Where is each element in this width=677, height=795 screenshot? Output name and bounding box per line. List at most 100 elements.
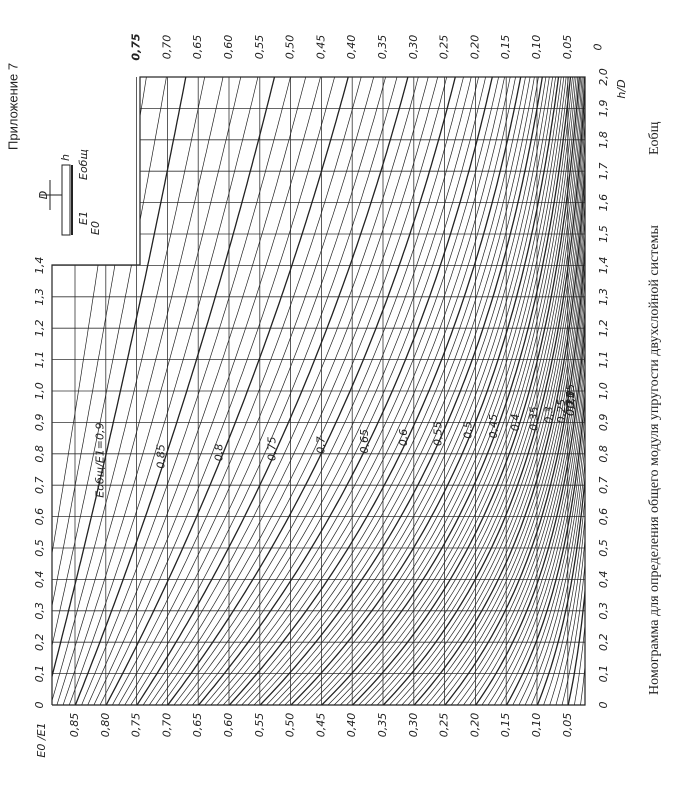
- nomogram-curve: [481, 77, 585, 705]
- caption-symbol: Eобщ: [647, 121, 662, 155]
- h-tick-label: 1,2: [597, 319, 610, 337]
- nomogram-curve: [74, 77, 276, 705]
- nomogram-curve: [370, 77, 584, 705]
- nomogram-curve: [186, 77, 479, 705]
- e-tick-label: 0,60: [222, 35, 235, 60]
- nomogram-curve: [216, 77, 511, 705]
- nomogram-curve: [62, 77, 242, 705]
- inset-eobsh: Eобщ: [77, 149, 90, 180]
- e-tick-label: 0,75: [130, 33, 143, 60]
- h-tick-label: 0,3: [33, 602, 46, 620]
- nomogram-curve: [259, 77, 543, 705]
- curve-label: Eобщ/E1=0,9: [94, 422, 107, 497]
- nomogram-curve: [161, 77, 448, 705]
- nomogram-curve: [444, 77, 585, 705]
- h-tick-label: 1,3: [33, 288, 46, 306]
- e-tick-label: 0,70: [160, 35, 173, 60]
- nomogram-curve: [401, 77, 585, 705]
- nomogram-curve: [438, 77, 585, 705]
- e-tick-label: 0,25: [438, 35, 451, 60]
- nomogram-curve: [494, 77, 585, 705]
- e-tick-label: 0,05: [561, 35, 574, 60]
- e-tick-label: 0,80: [99, 713, 112, 738]
- nomogram-curve: [413, 77, 585, 705]
- nomogram-curve: [241, 77, 531, 705]
- nomogram-curve: [52, 77, 167, 705]
- nomogram-curve: [555, 77, 585, 705]
- h-tick-label: 0,8: [33, 445, 46, 463]
- nomogram-curve: [124, 77, 386, 705]
- nomogram-curve: [487, 77, 585, 705]
- h-tick-label: 1,8: [597, 131, 610, 149]
- e-tick-label: 0,05: [561, 713, 574, 738]
- e-tick-label: 0,35: [376, 35, 389, 60]
- nomogram-curve: [303, 77, 565, 705]
- nomogram-curve: [549, 77, 585, 705]
- h-tick-label: 0,1: [597, 665, 610, 683]
- e-tick-label: 0,10: [530, 35, 543, 60]
- nomogram-curve: [327, 77, 573, 705]
- nomogram-curve: [167, 77, 456, 705]
- e-tick-label: 0,15: [499, 713, 512, 738]
- nomogram-curve: [266, 77, 547, 705]
- nomogram-curve: [68, 77, 259, 705]
- nomogram-curve: [136, 77, 409, 705]
- curve-label: 0,25: [555, 399, 568, 424]
- e-tick-label: 0,55: [253, 35, 266, 60]
- nomogram-curve: [52, 77, 187, 705]
- h-tick-label: 0,4: [597, 571, 610, 589]
- inset-layer: [61, 164, 71, 236]
- curve-label: 0,8: [212, 444, 225, 462]
- nomogram-curve: [340, 77, 577, 705]
- h-tick-label: 1,4: [597, 257, 610, 275]
- e-tick-label: 0,65: [191, 713, 204, 738]
- nomogram-curve: [395, 77, 585, 705]
- nomogram-curve: [315, 77, 569, 705]
- e-tick-label: 0,60: [222, 713, 235, 738]
- curve-label: 0,4: [509, 414, 522, 432]
- h-tick-label: 0,5: [597, 539, 610, 557]
- e-tick-label: 0,55: [253, 713, 266, 738]
- e-tick-label: 0,15: [499, 35, 512, 60]
- nomogram-curve: [142, 77, 419, 705]
- nomogram-curve: [105, 77, 349, 705]
- curve-label: 0,55: [431, 421, 444, 446]
- h-tick-label: 0,9: [597, 414, 610, 432]
- nomogram-curve: [333, 77, 575, 705]
- nomogram-curve: [192, 77, 486, 705]
- appendix-label: Приложение 7: [5, 63, 20, 150]
- curve-label: 0,1: [564, 391, 577, 409]
- e-tick-label: 0,40: [345, 35, 358, 60]
- nomogram-curve: [210, 77, 505, 705]
- e-tick-label: 0,35: [376, 713, 389, 738]
- nomogram-curve: [407, 77, 585, 705]
- nomogram-curve: [93, 77, 321, 705]
- nomogram-curve: [561, 77, 585, 705]
- nomogram-curve: [272, 77, 550, 705]
- h-tick-label: 0: [597, 702, 610, 709]
- nomogram-curve: [382, 77, 585, 705]
- curve-label: 0,35: [527, 406, 540, 431]
- nomogram-curve: [567, 77, 585, 705]
- inset-d: D: [37, 191, 50, 199]
- nomogram-curve: [321, 77, 572, 705]
- nomogram-curve: [364, 77, 583, 705]
- nomogram-curve: [296, 77, 562, 705]
- nomogram-curve: [512, 77, 585, 705]
- e-tick-label: 0,75: [130, 713, 143, 738]
- e-tick-label: 0,45: [314, 35, 327, 60]
- nomogram-curve: [173, 77, 464, 705]
- h-tick-label: 1,9: [597, 100, 610, 118]
- nomogram-curve: [179, 77, 472, 705]
- h-tick-label: 1,2: [33, 319, 46, 337]
- curve-label: 0,6: [397, 429, 410, 447]
- curve-label: 0,05: [564, 384, 577, 409]
- caption: Номограмма для определения общего модуля…: [647, 225, 662, 695]
- nomogram-curve: [475, 77, 585, 705]
- nomogram-curve: [530, 77, 585, 705]
- nomogram-curve: [376, 77, 585, 705]
- nomogram-curve: [228, 77, 522, 705]
- h-tick-label: 1,7: [597, 162, 610, 180]
- h-tick-label: 1,6: [597, 194, 610, 212]
- inset-e1: E1: [77, 211, 90, 225]
